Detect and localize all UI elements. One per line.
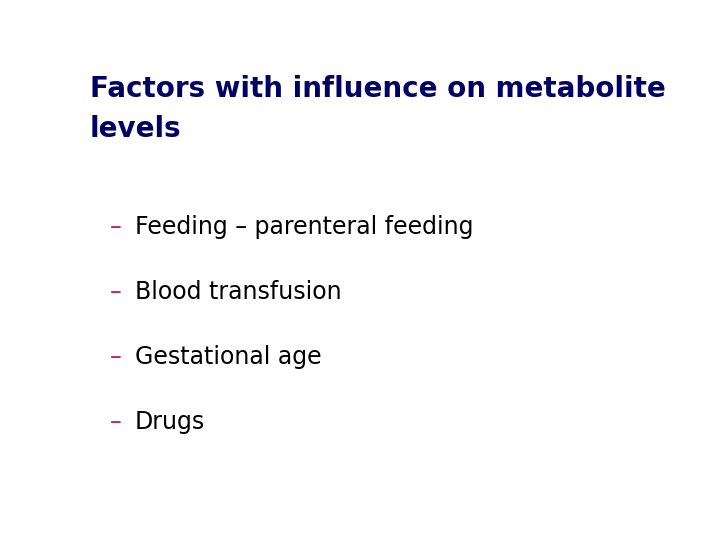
- Text: Feeding – parenteral feeding: Feeding – parenteral feeding: [135, 215, 474, 239]
- Text: –: –: [110, 410, 122, 434]
- Text: Gestational age: Gestational age: [135, 345, 322, 369]
- Text: –: –: [110, 345, 122, 369]
- Text: –: –: [110, 280, 122, 304]
- Text: Drugs: Drugs: [135, 410, 205, 434]
- Text: Factors with influence on metabolite: Factors with influence on metabolite: [90, 75, 666, 103]
- Text: Blood transfusion: Blood transfusion: [135, 280, 341, 304]
- Text: –: –: [110, 215, 122, 239]
- Text: levels: levels: [90, 115, 181, 143]
